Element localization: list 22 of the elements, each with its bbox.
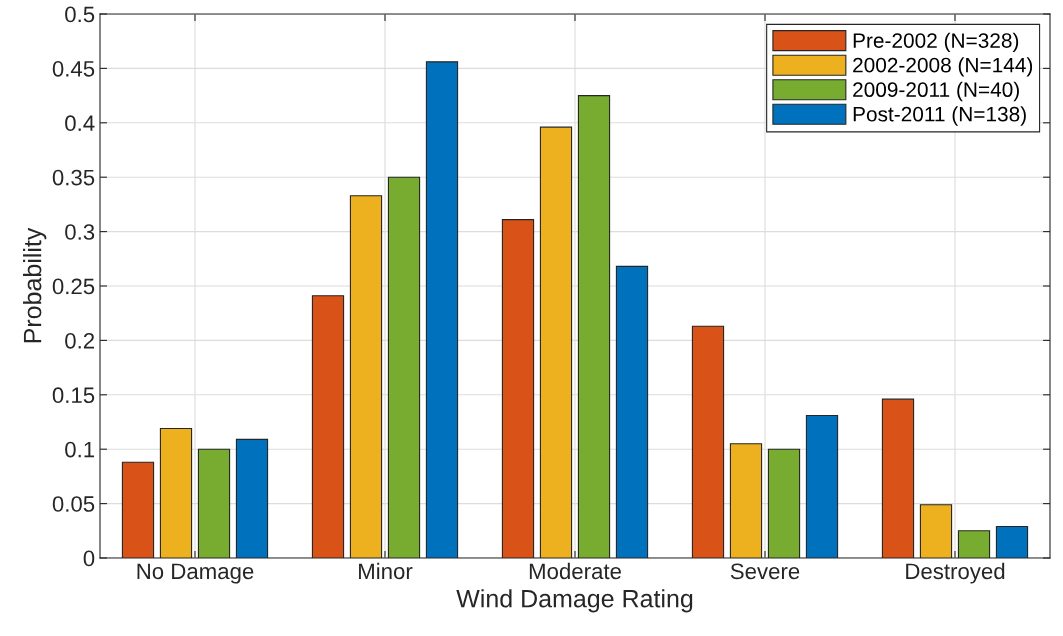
x-tick-label: Destroyed	[906, 562, 1005, 584]
legend-label: Post-2011 (N=138)	[853, 106, 1026, 126]
y-tick-label: 0.5	[65, 6, 95, 23]
y-tick-label: 0.25	[52, 278, 95, 295]
y-tick-label: 0	[83, 550, 95, 567]
y-axis-title: Probability	[23, 227, 47, 343]
x-tick-label: Moderate	[529, 562, 621, 580]
legend-label: Pre-2002 (N=328)	[853, 32, 1019, 53]
y-tick-label: 0.05	[52, 496, 95, 512]
y-tick-label: 0.35	[52, 169, 95, 186]
legend-label: 2009-2011 (N=40)	[853, 81, 1019, 102]
x-axis-title: Wind Damage Rating	[456, 589, 693, 613]
y-tick-label: 0.4	[65, 115, 95, 132]
x-tick-label: Minor	[359, 562, 413, 580]
y-tick-label: 0.2	[65, 332, 95, 349]
y-tick-label: 0.1	[65, 441, 95, 458]
y-tick-label: 0.15	[52, 387, 95, 404]
x-tick-label: Severe	[730, 563, 800, 580]
y-tick-label: 0.45	[52, 60, 95, 77]
y-tick-label: 0.3	[65, 224, 95, 240]
x-tick-label: No Damage	[137, 563, 254, 584]
legend-label: 2002-2008 (N=144)	[853, 57, 1033, 77]
